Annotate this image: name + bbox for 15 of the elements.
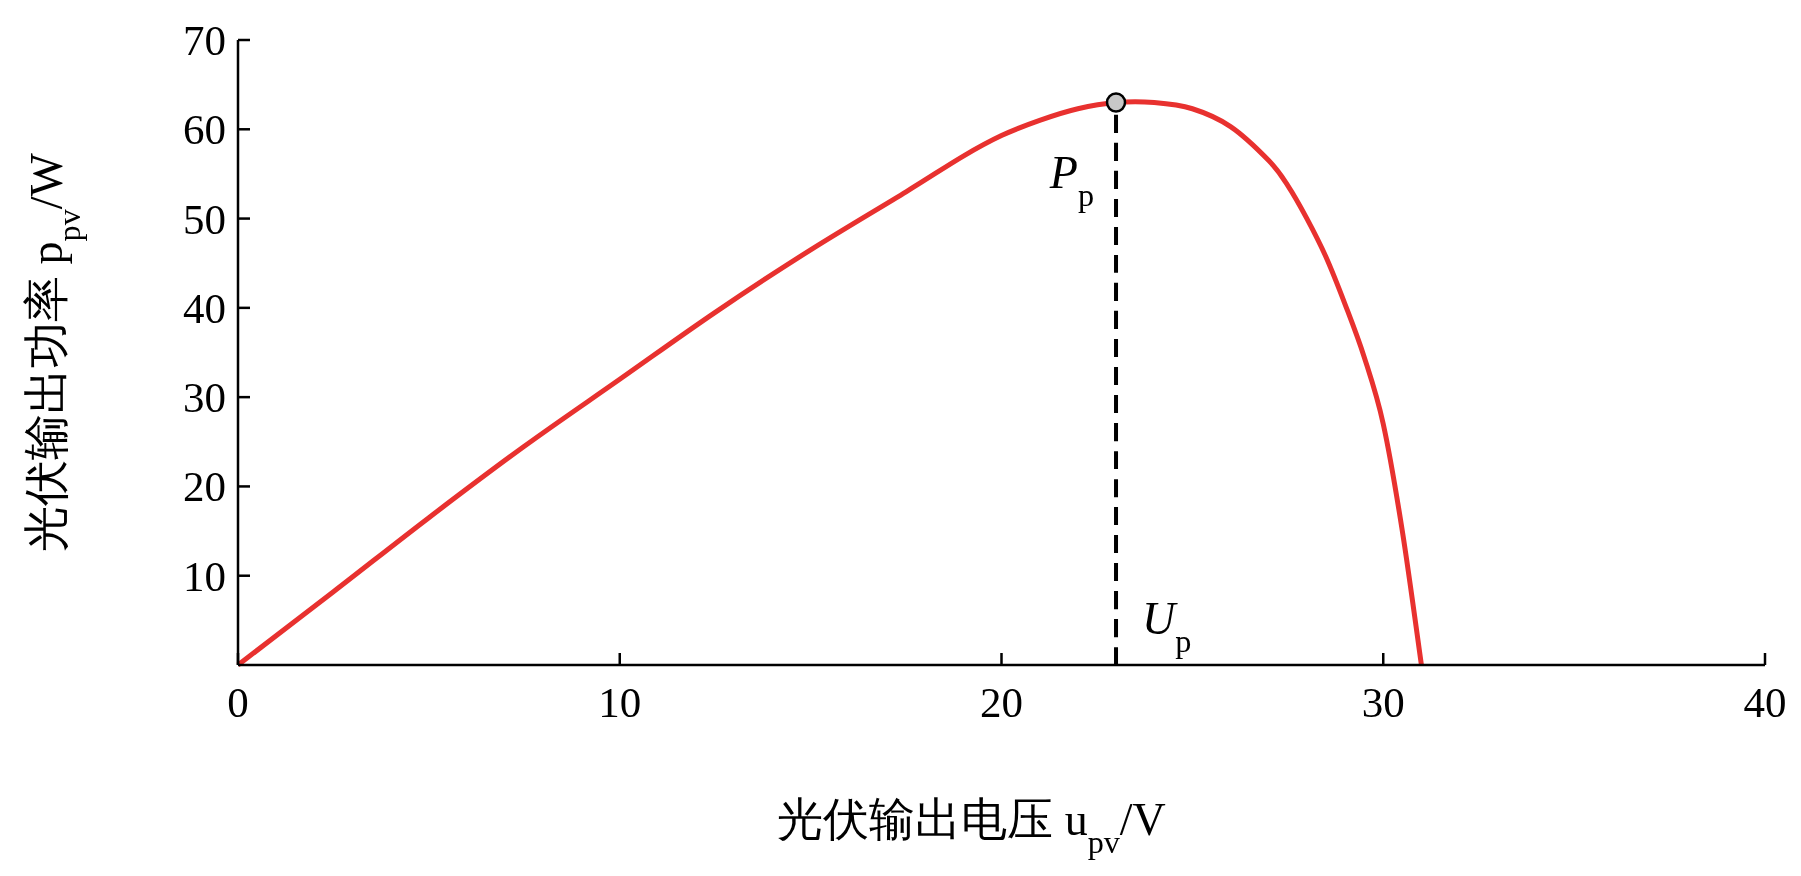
y-tick-label: 30 bbox=[183, 374, 226, 422]
annotation: U$_{p}$ bbox=[1142, 593, 1192, 660]
y-tick-label: 20 bbox=[183, 463, 226, 511]
annotation: P$_{p}$ bbox=[1048, 146, 1095, 213]
x-tick-label: 40 bbox=[1743, 679, 1787, 726]
y-tick-label: 70 bbox=[183, 17, 226, 64]
y-tick-label: 40 bbox=[183, 284, 226, 332]
x-tick-label: 30 bbox=[1361, 679, 1405, 726]
x-axis-title: 光伏输出电压 u$_{pv}$/V bbox=[777, 794, 1166, 860]
y-tick-label: 10 bbox=[183, 552, 226, 600]
x-tick-label: 10 bbox=[598, 679, 642, 726]
y-tick-label: 60 bbox=[183, 106, 226, 154]
x-tick-label: 20 bbox=[980, 679, 1023, 726]
x-tick-label: 0 bbox=[227, 679, 249, 726]
y-tick-label: 50 bbox=[183, 195, 226, 243]
